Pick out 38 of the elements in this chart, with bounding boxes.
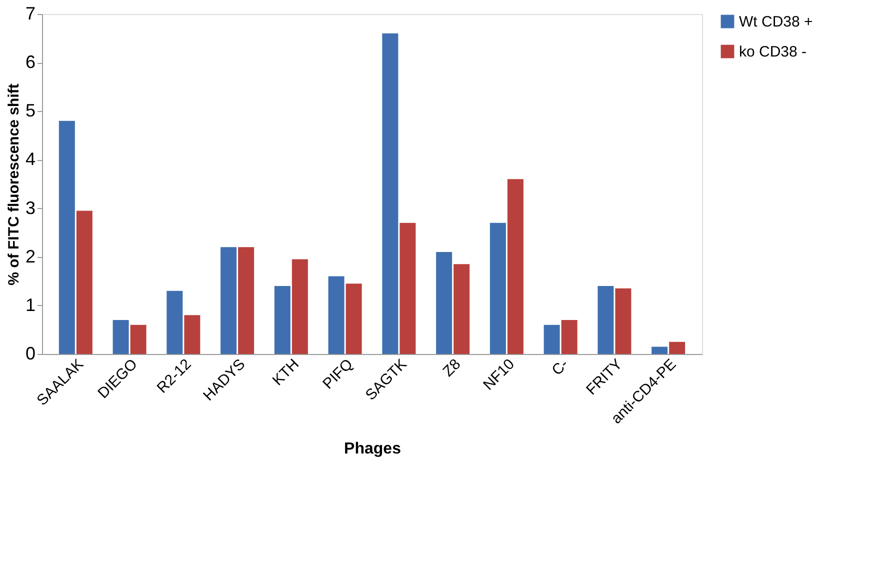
y-tick-label: 5 (25, 100, 36, 121)
bar (346, 284, 362, 354)
bar (652, 346, 668, 354)
y-tick-label: 1 (25, 294, 36, 315)
bar (382, 33, 398, 354)
bar (454, 264, 470, 354)
y-tick-label: 2 (25, 246, 36, 266)
bar (507, 179, 524, 354)
bar (436, 252, 452, 354)
bar (669, 342, 686, 354)
y-tick-label: 4 (25, 149, 36, 170)
bar (112, 320, 129, 354)
bar (400, 222, 416, 354)
x-tick-label: C- (548, 356, 572, 380)
bar (561, 320, 578, 354)
bar (130, 324, 146, 354)
bar (490, 222, 506, 354)
bar (166, 290, 183, 354)
bar (615, 288, 632, 354)
legend-label: Wt CD38 + (739, 14, 814, 30)
bar (328, 276, 344, 354)
x-tick-label: Z8 (440, 356, 464, 380)
y-axis-title: % of FITC fluorescence shift (5, 84, 22, 286)
y-tick-label: 3 (25, 198, 36, 218)
y-tick-label: 7 (25, 4, 36, 24)
bar (274, 286, 290, 354)
bar (76, 210, 92, 354)
bar (544, 324, 560, 354)
bar (184, 315, 200, 354)
bar (58, 120, 75, 354)
bar (238, 247, 254, 354)
x-axis-title: Phages (344, 440, 402, 458)
bar (220, 247, 237, 354)
legend-label: ko CD38 - (739, 44, 807, 60)
bar (292, 259, 308, 354)
y-tick-label: 6 (25, 52, 36, 72)
y-tick-label: 0 (25, 344, 36, 364)
bar (598, 286, 614, 354)
